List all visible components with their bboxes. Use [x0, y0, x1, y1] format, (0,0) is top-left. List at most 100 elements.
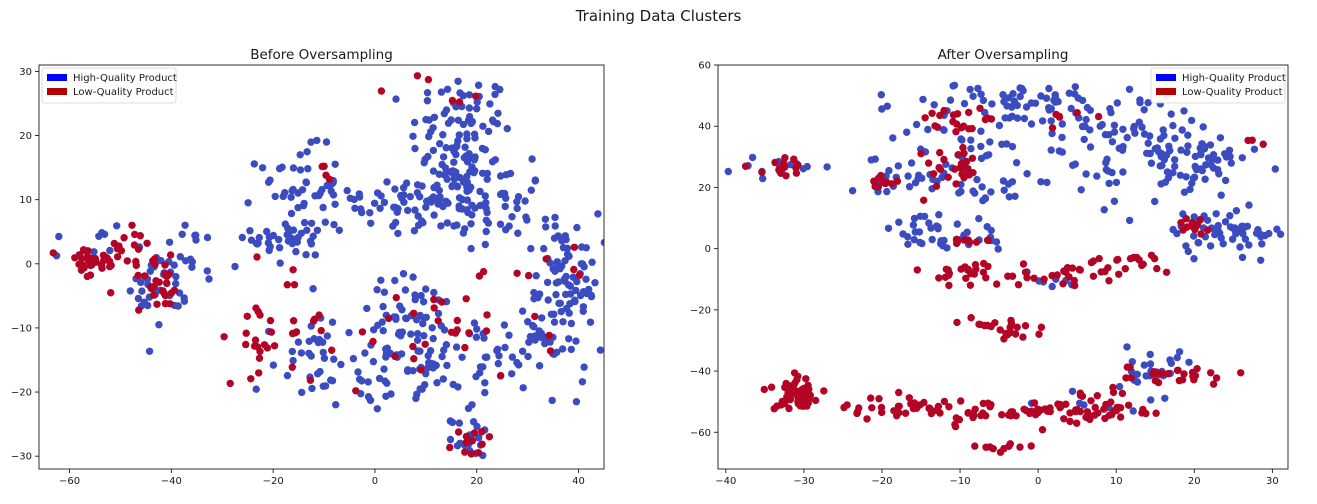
high-quality-point	[410, 118, 419, 127]
high-quality-point	[527, 186, 535, 194]
high-quality-point	[488, 158, 497, 166]
high-quality-point	[98, 229, 106, 237]
low-quality-point	[513, 269, 521, 277]
low-quality-point	[159, 287, 167, 295]
high-quality-point	[1010, 99, 1018, 108]
high-quality-point	[419, 298, 428, 306]
high-quality-point	[1037, 92, 1045, 100]
low-quality-point	[434, 317, 442, 325]
low-quality-point	[913, 266, 921, 274]
high-quality-point	[1048, 129, 1056, 138]
high-quality-point	[289, 356, 297, 365]
high-quality-point	[1159, 126, 1167, 134]
high-quality-point	[883, 187, 891, 196]
high-quality-point	[90, 248, 98, 256]
high-quality-point	[461, 225, 469, 233]
high-quality-point	[1163, 168, 1172, 176]
high-quality-point	[55, 232, 63, 241]
high-quality-point	[433, 181, 441, 189]
low-quality-point	[1244, 136, 1252, 145]
low-quality-point	[949, 111, 958, 119]
low-quality-point	[128, 221, 136, 229]
high-quality-point	[505, 331, 513, 339]
high-quality-point	[313, 226, 322, 234]
low-quality-point	[270, 342, 279, 350]
high-quality-point	[429, 167, 438, 175]
high-quality-point	[465, 104, 474, 112]
high-quality-point	[297, 349, 306, 357]
low-quality-point	[1030, 399, 1039, 407]
high-quality-point	[591, 279, 599, 287]
high-quality-point	[541, 215, 550, 223]
high-quality-point	[563, 244, 572, 252]
high-quality-point	[883, 102, 891, 110]
high-quality-point	[478, 144, 487, 153]
high-quality-point	[252, 239, 261, 248]
x-tick-label: −10	[950, 476, 971, 487]
low-quality-point	[1154, 378, 1163, 387]
high-quality-point	[1125, 216, 1134, 225]
high-quality-point	[910, 236, 918, 244]
high-quality-point	[472, 333, 481, 341]
low-quality-point	[385, 314, 393, 323]
high-quality-point	[1005, 193, 1013, 201]
high-quality-point	[355, 193, 364, 201]
high-quality-point	[455, 131, 463, 139]
low-quality-point	[135, 306, 143, 314]
high-quality-point	[287, 209, 296, 218]
high-quality-point	[113, 222, 121, 230]
low-quality-point	[113, 245, 122, 253]
high-quality-point	[977, 90, 985, 99]
high-quality-point	[250, 160, 258, 168]
high-quality-point	[494, 359, 502, 368]
high-quality-point	[181, 257, 190, 265]
high-quality-point	[172, 279, 180, 288]
high-quality-point	[981, 194, 990, 203]
low-quality-point	[392, 293, 400, 302]
high-quality-point	[463, 130, 471, 138]
high-quality-point	[508, 213, 516, 221]
low-quality-point	[1207, 369, 1215, 377]
y-tick-label: 0	[705, 244, 711, 255]
high-quality-point	[1110, 197, 1119, 205]
high-quality-point	[977, 127, 985, 135]
low-quality-point	[1116, 413, 1125, 421]
high-quality-point	[1194, 238, 1202, 247]
low-quality-point	[960, 174, 968, 182]
high-quality-point	[473, 422, 481, 431]
low-quality-point	[462, 439, 470, 447]
high-quality-point	[1216, 134, 1225, 142]
low-quality-point	[453, 316, 461, 325]
low-quality-point	[758, 168, 766, 176]
high-quality-point	[1221, 218, 1230, 226]
high-quality-point	[382, 353, 390, 361]
low-quality-point	[945, 281, 953, 290]
high-quality-point	[309, 232, 317, 240]
high-quality-point	[1123, 133, 1131, 142]
high-quality-point	[330, 220, 338, 229]
low-quality-point	[252, 304, 260, 312]
low-quality-point	[1101, 414, 1109, 423]
low-quality-point	[120, 234, 128, 242]
x-tick-label: 10	[1110, 476, 1123, 487]
high-quality-point	[514, 229, 522, 237]
high-quality-point	[1214, 221, 1222, 230]
high-quality-point	[437, 222, 445, 230]
high-quality-point	[468, 211, 476, 219]
high-quality-point	[299, 201, 308, 210]
high-quality-point	[392, 95, 400, 103]
high-quality-point	[1184, 131, 1192, 139]
high-quality-point	[552, 290, 560, 299]
high-quality-point	[748, 153, 757, 162]
high-quality-point	[1008, 112, 1016, 121]
low-quality-point	[1105, 277, 1113, 285]
high-quality-point	[411, 206, 419, 214]
high-quality-point	[904, 240, 912, 248]
high-quality-point	[532, 272, 540, 280]
low-quality-point	[1152, 409, 1160, 417]
high-quality-point	[1292, 231, 1299, 238]
low-quality-point	[952, 180, 960, 188]
low-quality-point	[255, 369, 263, 377]
high-quality-point	[174, 302, 182, 310]
high-quality-point	[138, 287, 146, 295]
